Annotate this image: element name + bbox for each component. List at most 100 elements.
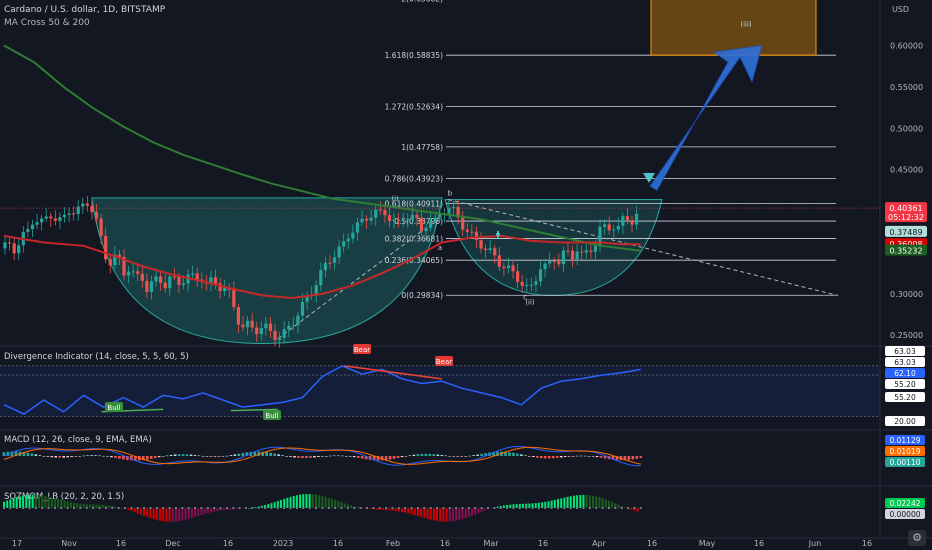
macd-histogram-bar [66,456,69,458]
macd-histogram-bar [392,456,396,459]
candle-body [598,226,602,246]
candle-body [264,323,268,329]
sqz-histogram-bar [557,499,560,508]
sqz-histogram-bar [18,496,21,508]
macd-histogram-bar [420,453,424,456]
macd-histogram-bar [524,455,527,456]
sqz-histogram-bar [120,508,123,509]
sqz-histogram-bar [12,498,15,508]
sqz-dot [486,507,489,509]
time-axis-label: 16 [116,539,126,548]
wave-label-i: (i) [392,194,399,202]
macd-histogram-bar [551,456,555,459]
macd-histogram-bar [587,456,591,457]
sqz-histogram-bar [521,503,524,508]
sqz-histogram-bar [311,494,314,508]
sqz-dot [9,507,12,509]
macd-histogram-bar [321,456,324,457]
sqz-dot [15,507,18,509]
candle-body [630,220,634,225]
macd-histogram-bar [432,454,436,456]
macd-histogram-bar [464,456,467,457]
macd-histogram-bar [106,456,109,457]
sqz-dot [73,507,76,509]
sqz-dot [499,507,502,509]
projection-arrow [649,45,763,191]
macd-histogram-bar [543,456,547,459]
sqz-dot [620,507,623,509]
sqz-histogram-bar [114,506,117,508]
sqz-histogram-bar [73,502,76,508]
sqz-histogram-bar [190,508,193,519]
sqz-dot [518,507,521,509]
sqz-histogram-bar [420,508,423,518]
macd-histogram-bar [257,451,261,456]
sqz-dot [455,507,458,509]
time-axis-label: 16 [647,539,657,548]
sqz-histogram-bar [385,508,388,511]
sqz-histogram-bar [490,508,493,509]
sqz-histogram-bar [260,505,263,508]
price-axis-currency: USD [892,5,909,14]
macd-histogram-bar [325,456,328,457]
sqz-histogram-bar [213,508,216,512]
macd-histogram-bar [42,456,46,457]
sqz-histogram-bar [327,497,330,508]
sqz-histogram-bar [636,508,639,512]
sqz-histogram-bar [604,499,607,508]
macd-histogram-bar [352,456,356,458]
sqz-histogram-bar [334,499,337,508]
sqz-dot [365,507,368,509]
sqz-dot [187,507,190,509]
macd-histogram-bar [400,456,404,458]
macd-histogram-bar [555,456,559,458]
candle-body [7,242,12,244]
sqz-dot [404,507,407,509]
candle-body [273,330,277,341]
symbol-title[interactable]: Cardano / U.S. dollar, 1D, BITSTAMP [4,5,166,15]
candle-body [589,250,593,252]
sqz-histogram-bar [566,496,569,508]
sqz-histogram-bar [512,504,515,508]
macd-histogram-bar [189,454,193,456]
sqz-histogram-bar [585,494,588,508]
candle-body [506,265,511,269]
settings-gear-icon[interactable]: ⚙ [908,530,926,546]
candle-body [355,222,360,233]
sqz-dot [391,507,394,509]
sqz-badge-text: 0.00000 [889,510,920,519]
candle-body [94,212,99,219]
sqz-dot [104,507,107,509]
macd-histogram-bar [265,452,268,456]
divergence-tag [263,410,281,420]
macd-badge [885,457,925,467]
sqz-histogram-bar [222,508,225,511]
sqz-histogram-bar [280,499,283,508]
div-pane-title: Divergence Indicator (14, close, 5, 5, 6… [4,352,189,362]
macd-histogram-bar [615,456,619,461]
macd-histogram-bar [512,452,515,456]
candle-body [232,289,236,308]
candle-body [369,217,373,221]
fib-label: 0.382(0.36681) [385,235,443,244]
macd-histogram-bar [380,456,384,461]
candle-body [3,242,7,249]
candles-group [3,196,639,348]
sqz-histogram-bar [133,508,136,513]
macd-histogram-bar [448,455,452,457]
candle-body [291,325,295,327]
sqz-dot [92,507,95,509]
sqz-dot [639,507,642,509]
sqz-histogram-bar [432,508,435,521]
macd-histogram-bar [165,455,169,457]
candle-body [136,271,140,274]
macd-histogram-bar [639,456,643,458]
macd-histogram-bar [408,455,412,457]
macd-histogram-bar [428,453,432,456]
candle-body [53,218,57,221]
candle-body [81,203,85,207]
macd-histogram-bar [22,452,26,456]
cup-bowl-left [91,197,443,345]
ma-cross-legend[interactable]: MA Cross 50 & 200 [4,18,90,28]
